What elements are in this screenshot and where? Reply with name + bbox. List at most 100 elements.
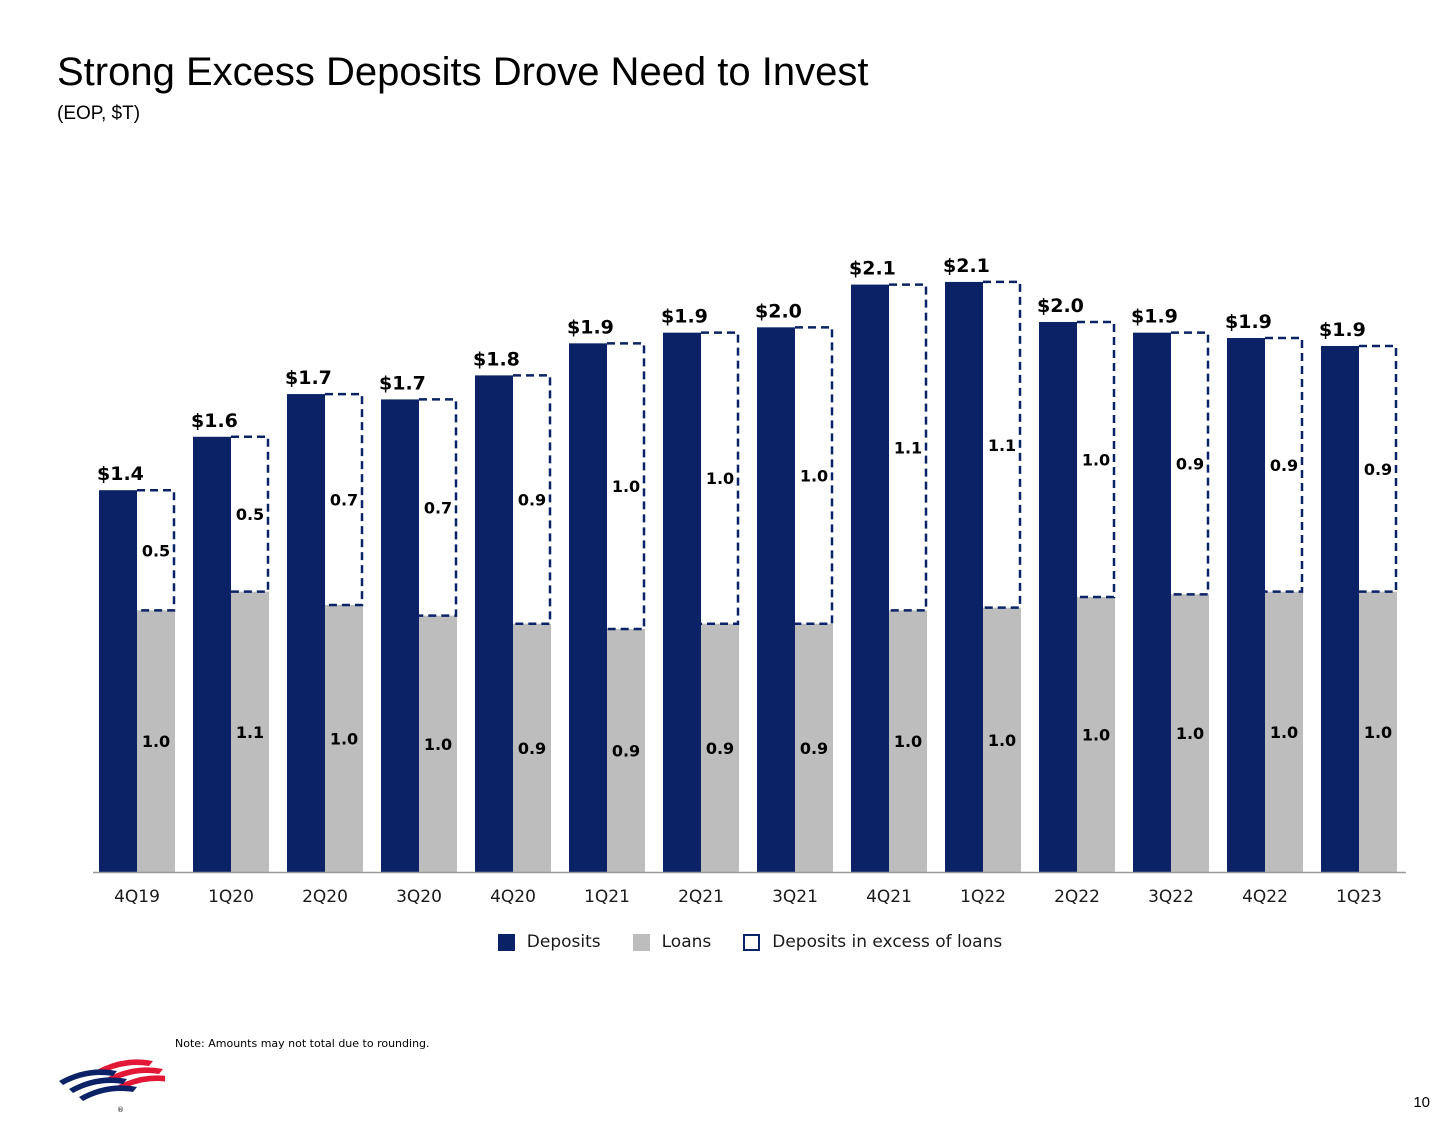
deposits-data-label: $2.0 bbox=[755, 300, 802, 322]
loans-data-label: 1.0 bbox=[1270, 723, 1298, 742]
loans-data-label: 1.0 bbox=[142, 732, 170, 751]
logo-stripe bbox=[115, 1075, 165, 1091]
footnote: Note: Amounts may not total due to round… bbox=[175, 1037, 430, 1050]
deposits-data-label: $2.1 bbox=[849, 258, 896, 280]
legend-label-deposits: Deposits bbox=[526, 932, 601, 952]
legend-item-excess: Deposits in excess of loans bbox=[743, 932, 1002, 952]
deposits-bar bbox=[569, 343, 607, 873]
logo-stripe bbox=[95, 1059, 153, 1075]
deposits-data-label: $2.0 bbox=[1037, 295, 1084, 317]
x-tick-label: 1Q20 bbox=[208, 887, 254, 907]
loans-bar bbox=[795, 623, 833, 872]
excess-data-label: 1.0 bbox=[612, 477, 640, 496]
legend-item-loans: Loans bbox=[632, 932, 712, 952]
loans-bar bbox=[607, 629, 645, 872]
page-title: Strong Excess Deposits Drove Need to Inv… bbox=[57, 50, 869, 94]
page-number: 10 bbox=[1413, 1094, 1430, 1111]
excess-data-label: 0.7 bbox=[330, 491, 358, 510]
loans-data-label: 1.0 bbox=[1364, 723, 1392, 742]
loans-bar bbox=[137, 610, 175, 872]
loans-bar bbox=[1077, 596, 1115, 872]
deposits-bar bbox=[99, 490, 137, 872]
deposits-data-label: $1.9 bbox=[661, 306, 708, 328]
loans-data-label: 0.9 bbox=[800, 739, 828, 758]
loans-data-label: 1.0 bbox=[1176, 724, 1204, 743]
excess-box bbox=[1359, 344, 1398, 593]
excess-data-label: 0.5 bbox=[142, 541, 170, 560]
excess-data-label: 0.7 bbox=[424, 499, 452, 518]
excess-box bbox=[419, 398, 458, 617]
deposits-bar bbox=[1133, 332, 1171, 872]
excess-data-label: 1.1 bbox=[988, 436, 1016, 455]
loans-data-label: 0.9 bbox=[706, 739, 734, 758]
deposits-bar bbox=[1039, 321, 1077, 873]
deposits-bar bbox=[757, 327, 795, 872]
deposits-data-label: $2.1 bbox=[943, 255, 990, 277]
excess-data-label: 0.9 bbox=[1270, 456, 1298, 475]
x-tick-label: 1Q22 bbox=[960, 887, 1006, 907]
deposits-data-label: $1.9 bbox=[1225, 311, 1272, 333]
deposits-data-label: $1.9 bbox=[1319, 319, 1366, 341]
excess-box bbox=[231, 435, 270, 593]
loans-swatch-icon bbox=[632, 933, 650, 951]
deposits-bar bbox=[945, 281, 983, 872]
deposits-bar bbox=[851, 284, 889, 873]
loans-data-label: 1.0 bbox=[894, 732, 922, 751]
x-tick-label: 2Q20 bbox=[302, 887, 348, 907]
loans-bar bbox=[419, 615, 457, 872]
loans-data-label: 1.0 bbox=[988, 731, 1016, 750]
deposits-data-label: $1.8 bbox=[473, 348, 520, 370]
excess-box bbox=[513, 374, 552, 625]
x-tick-label: 2Q22 bbox=[1054, 887, 1100, 907]
loans-bar bbox=[231, 591, 269, 872]
excess-data-label: 0.9 bbox=[1364, 460, 1392, 479]
x-tick-label: 4Q21 bbox=[866, 887, 912, 907]
x-tick-label: 1Q21 bbox=[584, 887, 630, 907]
x-tick-label: 3Q22 bbox=[1148, 887, 1194, 907]
excess-box bbox=[889, 283, 928, 612]
legend-label-loans: Loans bbox=[661, 932, 712, 952]
excess-data-label: 1.0 bbox=[800, 467, 828, 486]
excess-data-label: 0.9 bbox=[518, 491, 546, 510]
loans-data-label: 0.9 bbox=[518, 739, 546, 758]
deposits-data-label: $1.7 bbox=[379, 372, 426, 394]
deposits-data-label: $1.9 bbox=[1131, 306, 1178, 328]
logo-stripe bbox=[59, 1069, 117, 1085]
loans-data-label: 1.0 bbox=[330, 730, 358, 749]
loans-bar bbox=[325, 605, 363, 872]
x-tick-label: 1Q23 bbox=[1336, 887, 1382, 907]
loans-data-label: 1.0 bbox=[424, 735, 452, 754]
deposits-data-label: $1.7 bbox=[285, 367, 332, 389]
loans-data-label: 1.1 bbox=[236, 723, 264, 742]
excess-box bbox=[607, 342, 646, 631]
deposits-bar bbox=[1321, 346, 1359, 872]
registered-mark: ® bbox=[117, 1106, 124, 1114]
loans-data-label: 1.0 bbox=[1082, 725, 1110, 744]
legend-item-deposits: Deposits bbox=[497, 932, 601, 952]
deposits-bar bbox=[475, 375, 513, 872]
loans-bar bbox=[1359, 591, 1397, 872]
x-tick-label: 4Q20 bbox=[490, 887, 536, 907]
excess-box bbox=[983, 280, 1022, 609]
excess-data-label: 1.1 bbox=[894, 438, 922, 457]
loans-bar bbox=[983, 607, 1021, 872]
loans-bar bbox=[513, 623, 551, 872]
x-tick-label: 4Q22 bbox=[1242, 887, 1288, 907]
excess-box bbox=[1265, 336, 1304, 593]
deposits-data-label: $1.9 bbox=[567, 316, 614, 338]
x-tick-label: 3Q20 bbox=[396, 887, 442, 907]
deposits-bar bbox=[193, 436, 231, 872]
loans-bar bbox=[889, 610, 927, 872]
logo-stripe bbox=[79, 1085, 137, 1101]
excess-data-label: 0.5 bbox=[236, 505, 264, 524]
deposits-bar bbox=[663, 332, 701, 872]
x-tick-label: 4Q19 bbox=[114, 887, 160, 907]
excess-box bbox=[325, 392, 364, 607]
excess-data-label: 1.0 bbox=[706, 469, 734, 488]
excess-box bbox=[1171, 331, 1210, 596]
deposits-swatch-icon bbox=[497, 933, 515, 951]
excess-box bbox=[1077, 320, 1116, 599]
excess-box bbox=[137, 488, 176, 612]
loans-data-label: 0.9 bbox=[612, 742, 640, 761]
deposits-data-label: $1.6 bbox=[191, 410, 238, 432]
